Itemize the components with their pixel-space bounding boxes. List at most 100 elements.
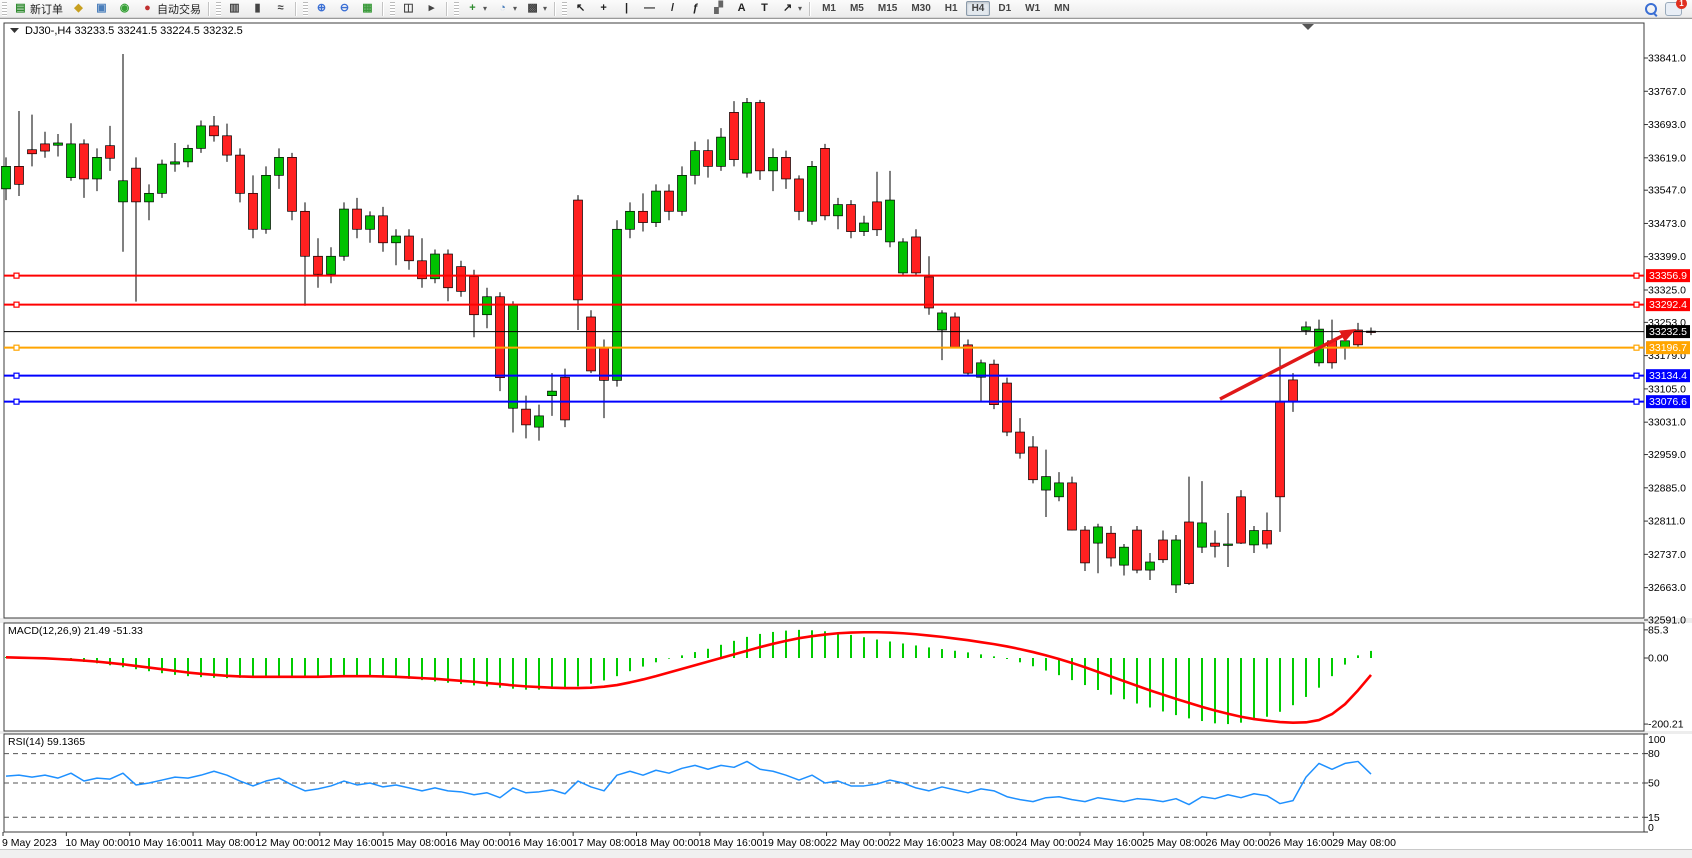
text-label-button[interactable]: T	[753, 0, 776, 18]
svg-text:26 May 00:00: 26 May 00:00	[1206, 837, 1270, 849]
indicators-button[interactable]: + ▾	[461, 0, 491, 18]
horizontal-line-33292.4[interactable]: 33292.4	[4, 298, 1690, 312]
svg-text:33841.0: 33841.0	[1648, 53, 1686, 65]
new-order-icon: ▤	[15, 2, 26, 14]
horizontal-line-33356.9[interactable]: 33356.9	[4, 269, 1690, 283]
candle-chart-button[interactable]: ▮	[246, 0, 269, 18]
auto-arrange-button[interactable]: ◫	[397, 0, 420, 18]
toolbar-button-label: 新订单	[30, 3, 63, 16]
crosshair-button[interactable]: +	[592, 0, 615, 18]
svg-text:17 May 08:00: 17 May 08:00	[572, 837, 636, 849]
zoom-in-button[interactable]: ⊕	[310, 0, 333, 18]
macd-indicator-panel: MACD(12,26,9) 21.49 -51.33 85.3 0.00 -200.2…	[5, 624, 1684, 731]
svg-text:9 May 2023: 9 May 2023	[2, 837, 57, 849]
periods-button[interactable]: ◔ ▾	[491, 0, 521, 18]
horizontal-line-button[interactable]: —	[638, 0, 661, 18]
bar-chart-button[interactable]: ▥	[223, 0, 246, 18]
svg-text:50: 50	[1648, 778, 1660, 790]
new-order-button[interactable]: ▤ 新订单	[9, 0, 67, 18]
chart-title-text: DJ30-,H4 33233.5 33241.5 33224.5 33232.5	[25, 25, 243, 37]
cursor-button[interactable]: ↖	[569, 0, 592, 18]
notification-badge: 1	[1676, 0, 1687, 9]
timeframe-button-w1[interactable]: W1	[1025, 3, 1041, 14]
arrows-button[interactable]: ↗ ▾	[776, 0, 806, 18]
timeframe-button-m30[interactable]: M30	[911, 3, 931, 14]
time-axis: 9 May 2023 10 May 00:00 10 May 16:00 11 May…	[2, 832, 1396, 849]
chart-shift-button[interactable]: ▸	[420, 0, 443, 18]
horizontal-line-icon: —	[644, 2, 656, 14]
chart-canvas[interactable]: 33841.0 33767.0 33693.0 33619.0 33547.0 33473…	[0, 19, 1692, 850]
svg-text:100: 100	[1648, 734, 1666, 746]
rsi-line	[5, 760, 1372, 806]
timeframe-button-d1[interactable]: D1	[998, 3, 1012, 14]
trend-arrow-annotation[interactable]	[1219, 329, 1356, 401]
toolbar-grip	[216, 1, 221, 16]
chart-shift-marker[interactable]	[1302, 24, 1314, 30]
search-icon[interactable]	[1645, 2, 1658, 17]
toolbar-group: ⊕ ⊖ ▦	[310, 0, 379, 18]
timeframe-button-m15[interactable]: M15	[877, 3, 898, 14]
timeframe-button-h4[interactable]: H4	[965, 1, 991, 16]
rsi-label: RSI(14) 59.1365	[8, 736, 85, 748]
svg-text:33547.0: 33547.0	[1648, 185, 1686, 197]
fibonacci-button[interactable]: ƒ	[684, 0, 707, 18]
templates-button[interactable]: ▩ ▾	[521, 0, 551, 18]
signal-icon: ◉	[119, 2, 130, 14]
svg-text:33693.0: 33693.0	[1648, 119, 1686, 131]
text-button[interactable]: A	[730, 0, 753, 18]
window-button[interactable]: ▣	[90, 0, 113, 18]
svg-text:32591.0: 32591.0	[1648, 615, 1686, 627]
vertical-line-button[interactable]: |	[615, 0, 638, 18]
horizontal-line-33076.6[interactable]: 33076.6	[4, 395, 1690, 409]
chart-brush-button[interactable]: ◆	[67, 0, 90, 18]
chat-icon[interactable]: 1	[1665, 0, 1687, 16]
svg-text:11 May 08:00: 11 May 08:00	[192, 837, 255, 849]
autotrade-button[interactable]: ● 自动交易	[136, 0, 205, 18]
horizontal-line-33196.7[interactable]: 33196.7	[4, 341, 1690, 355]
svg-text:33356.9: 33356.9	[1649, 270, 1687, 282]
svg-text:15 May 08:00: 15 May 08:00	[382, 837, 446, 849]
timeframe-button-mn[interactable]: MN	[1054, 3, 1070, 14]
chevron-down-icon[interactable]: ▾	[543, 4, 548, 13]
svg-text:33076.6: 33076.6	[1649, 396, 1687, 408]
svg-text:32811.0: 32811.0	[1648, 516, 1685, 528]
svg-text:19 May 08:00: 19 May 08:00	[762, 837, 826, 849]
tile-windows-button[interactable]: ▦	[356, 0, 379, 18]
svg-text:24 May 16:00: 24 May 16:00	[1079, 837, 1143, 849]
svg-text:18 May 00:00: 18 May 00:00	[636, 837, 700, 849]
svg-text:33232.5: 33232.5	[1649, 326, 1687, 338]
horizontal-line-33134.4[interactable]: 33134.4	[4, 369, 1690, 383]
timeframe-button-m1[interactable]: M1	[822, 3, 836, 14]
toolbar-grip	[454, 1, 459, 16]
toolbar-grip	[303, 1, 308, 16]
trendline-button[interactable]: /	[661, 0, 684, 18]
chevron-down-icon[interactable]: ▾	[513, 4, 518, 13]
svg-text:22 May 00:00: 22 May 00:00	[826, 837, 890, 849]
chevron-down-icon[interactable]: ▾	[798, 4, 803, 13]
toolbar-separator	[208, 1, 210, 16]
macd-label: MACD(12,26,9) 21.49 -51.33	[8, 625, 143, 637]
chart-brush-icon: ◆	[74, 2, 83, 14]
chevron-down-icon[interactable]: ▾	[483, 4, 488, 13]
toolbar-group: ▤ 新订单 ◆ ▣ ◉ ● 自动交易	[9, 0, 205, 18]
svg-text:32737.0: 32737.0	[1648, 549, 1686, 561]
equidistant-channel-button[interactable]: ▞	[707, 0, 730, 18]
timeframe-button-m5[interactable]: M5	[849, 3, 864, 14]
line-chart-button[interactable]: ≈	[269, 0, 292, 18]
zoom-in-icon: ⊕	[316, 2, 327, 14]
main-toolbar: ▤ 新订单 ◆ ▣ ◉ ● 自动交易 ▥ ▮ ≈ ⊕ ⊖ ▦ ◫ ▸ + ▾ ◔ ▾ ▩ ▾ ↖ + | — / ƒ ▞ A T ↗ ▾ M1 M…	[0, 0, 1692, 18]
zoom-out-button[interactable]: ⊖	[333, 0, 356, 18]
horizontal-line-33232.5[interactable]: 33232.5	[4, 325, 1690, 339]
templates-icon: ▩	[527, 2, 538, 14]
timeframe-toolbar: M1 M5 M15 M30 H1 H4 D1 W1 MN	[815, 0, 1077, 18]
arrows-icon: ↗	[782, 2, 793, 14]
timeframe-button-h1[interactable]: H1	[944, 3, 958, 14]
autotrade-icon: ●	[144, 2, 151, 14]
svg-text:32959.0: 32959.0	[1648, 449, 1686, 461]
text-icon: A	[737, 2, 746, 14]
signal-button[interactable]: ◉	[113, 0, 136, 18]
svg-text:33196.7: 33196.7	[1649, 342, 1687, 354]
chart-window[interactable]: 33841.0 33767.0 33693.0 33619.0 33547.0 33473…	[0, 18, 1692, 849]
svg-text:16 May 00:00: 16 May 00:00	[445, 837, 509, 849]
svg-text:33292.4: 33292.4	[1649, 299, 1687, 311]
